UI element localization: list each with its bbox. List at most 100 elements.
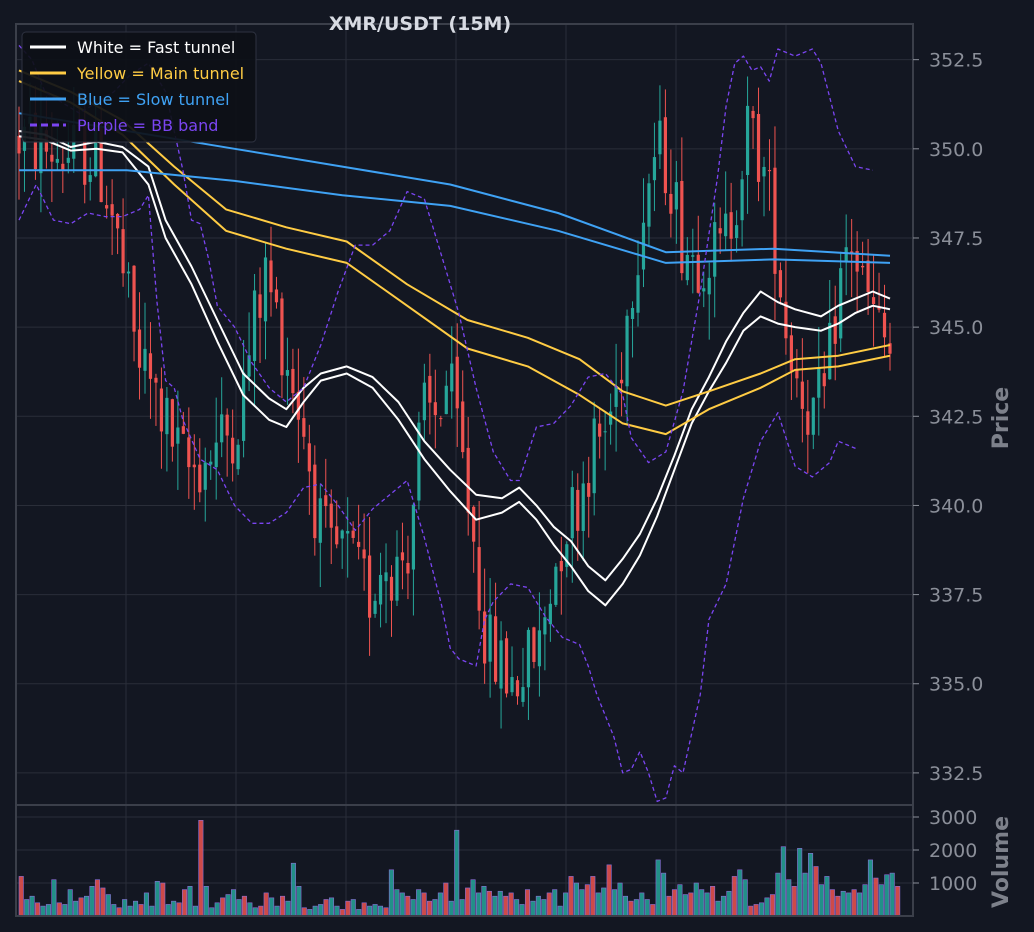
candle-up bbox=[346, 531, 350, 534]
candle-down bbox=[587, 482, 591, 497]
volume-bar bbox=[802, 872, 808, 917]
volume-bar bbox=[889, 872, 895, 917]
candle-down bbox=[258, 294, 262, 318]
candle-up bbox=[691, 255, 695, 257]
candle-up bbox=[565, 544, 569, 567]
volume-bar bbox=[171, 900, 177, 917]
volume-bar bbox=[584, 884, 590, 917]
volume-bar bbox=[693, 882, 699, 917]
candle-up bbox=[581, 483, 585, 531]
volume-bar bbox=[182, 889, 188, 917]
candle-up bbox=[811, 397, 815, 435]
candle-down bbox=[576, 489, 580, 531]
candle-up bbox=[844, 247, 848, 262]
volume-bar bbox=[318, 904, 324, 917]
candle-down bbox=[296, 391, 300, 420]
candle-down bbox=[778, 270, 783, 298]
candle-up bbox=[488, 614, 492, 662]
candle-down bbox=[307, 443, 311, 472]
volume-bar bbox=[519, 904, 525, 917]
volume-bar bbox=[753, 904, 759, 917]
price-tick-label: 340.0 bbox=[929, 495, 983, 517]
volume-bar bbox=[67, 889, 73, 917]
candle-up bbox=[630, 307, 635, 320]
volume-bar bbox=[666, 895, 672, 917]
volume-bar bbox=[426, 900, 433, 917]
volume-bar bbox=[742, 879, 748, 917]
legend-label-slow-tunnel: Blue = Slow tunnel bbox=[77, 90, 230, 109]
volume-bar bbox=[568, 876, 574, 917]
volume-bar bbox=[628, 900, 634, 917]
volume-bar bbox=[775, 872, 781, 917]
volume-bar bbox=[829, 889, 835, 917]
candle-up bbox=[417, 422, 421, 501]
candles bbox=[17, 76, 892, 729]
candle-down bbox=[357, 541, 361, 547]
volume-bar bbox=[650, 904, 656, 917]
candle-down bbox=[154, 377, 158, 383]
candle-up bbox=[685, 254, 689, 281]
volume-bar bbox=[699, 889, 705, 917]
candle-down bbox=[800, 381, 804, 409]
candle-down bbox=[466, 447, 470, 513]
legend-label-fast-tunnel: White = Fast tunnel bbox=[77, 38, 235, 57]
volume-bar bbox=[220, 897, 226, 917]
volume-bar bbox=[149, 905, 155, 917]
candle-down bbox=[159, 388, 164, 432]
candle-down bbox=[504, 638, 509, 694]
volume-bar bbox=[590, 876, 596, 917]
candle-up bbox=[548, 603, 552, 625]
candle-down bbox=[428, 375, 432, 403]
volume-bar bbox=[639, 892, 645, 917]
candle-down bbox=[493, 616, 498, 682]
volume-bar bbox=[644, 899, 650, 917]
candle-up bbox=[603, 431, 607, 433]
volume-bar bbox=[372, 904, 378, 917]
volume-bar bbox=[328, 897, 335, 917]
candle-down bbox=[871, 297, 876, 305]
candle-down bbox=[795, 369, 799, 379]
volume-bar bbox=[138, 904, 144, 917]
price-axis-label: Price bbox=[989, 387, 1014, 449]
volume-bar bbox=[780, 846, 786, 917]
volume-bar bbox=[345, 900, 351, 917]
candle-down bbox=[751, 110, 755, 119]
candle-down bbox=[472, 506, 476, 542]
volume-bar bbox=[454, 829, 460, 917]
volume-bar bbox=[285, 900, 291, 917]
indicator-lines bbox=[18, 44, 891, 803]
volume-bar bbox=[241, 895, 247, 917]
candle-down bbox=[861, 265, 865, 268]
volume-bar bbox=[399, 892, 405, 917]
candle-up bbox=[647, 183, 651, 227]
volume-bar bbox=[209, 907, 215, 917]
candle-down bbox=[806, 411, 810, 435]
candle-down bbox=[61, 163, 65, 170]
candle-down bbox=[225, 414, 229, 436]
volume-grid bbox=[16, 816, 913, 884]
price-tick-label: 350.0 bbox=[929, 139, 983, 161]
volume-bar bbox=[873, 877, 879, 917]
volume-bar bbox=[633, 899, 639, 917]
candle-down bbox=[291, 368, 295, 394]
volume-bar bbox=[655, 859, 661, 917]
candle-up bbox=[570, 487, 574, 539]
candle-up bbox=[236, 444, 240, 470]
volume-bar bbox=[563, 892, 569, 917]
candle-down bbox=[137, 329, 142, 368]
volume-bar bbox=[895, 885, 901, 917]
candle-up bbox=[652, 157, 657, 181]
volume-bar bbox=[884, 874, 890, 917]
candle-down bbox=[619, 379, 624, 384]
chart-title: XMR/USDT (15M) bbox=[329, 13, 511, 35]
candle-down bbox=[669, 193, 673, 214]
volume-bar bbox=[350, 899, 356, 917]
volume-bar bbox=[192, 905, 198, 917]
candle-down bbox=[231, 437, 235, 464]
candle-down bbox=[181, 426, 185, 434]
candle-up bbox=[510, 677, 514, 693]
legend-box bbox=[21, 31, 257, 143]
volume-bar bbox=[269, 897, 275, 917]
candle-down bbox=[559, 560, 563, 572]
